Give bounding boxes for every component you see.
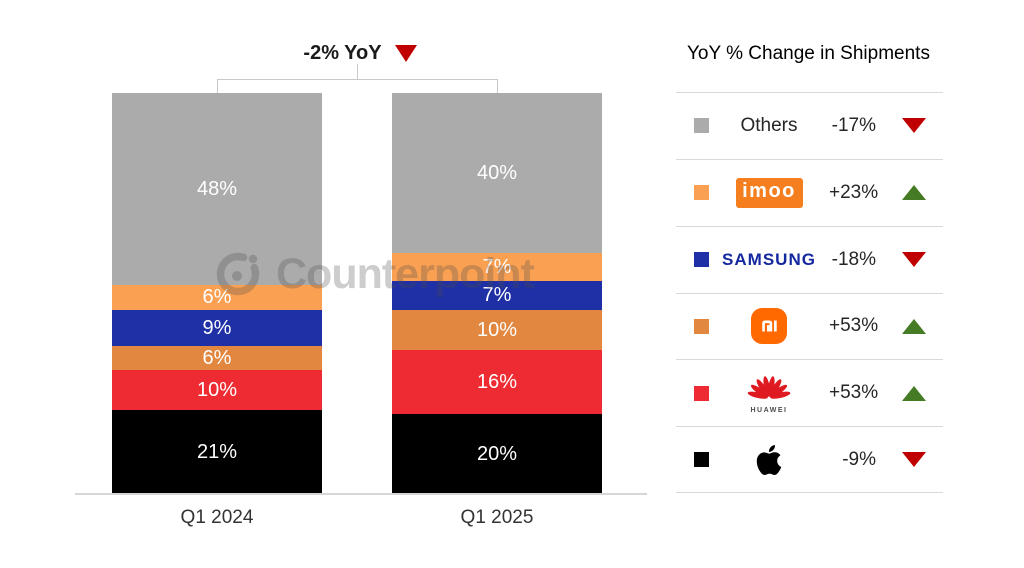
legend-swatch bbox=[694, 452, 709, 468]
legend-row-xiaomi: +53% bbox=[676, 292, 943, 360]
segment-value-label: 21% bbox=[196, 440, 238, 463]
stacked-bar-q1-2024: 48% 6% 9% 6% 10% 21% bbox=[112, 93, 322, 494]
total-yoy-label: -2% YoY bbox=[303, 41, 382, 64]
yoy-change-value: +53% bbox=[829, 315, 879, 337]
segment-imoo: 6% bbox=[112, 285, 322, 310]
total-yoy-annotation: -2% YoY bbox=[250, 40, 470, 66]
x-axis-line bbox=[75, 493, 647, 495]
bracket-line bbox=[217, 79, 218, 94]
segment-huawei: 10% bbox=[112, 369, 322, 410]
legend-swatch bbox=[694, 385, 709, 401]
segment-value-label: 48% bbox=[196, 178, 238, 201]
legend-panel: YoY % Change in Shipments Others -17% imoo… bbox=[676, 0, 943, 568]
stacked-bar-q1-2025: 40% 7% 7% 10% 16% 20% bbox=[392, 93, 602, 494]
segment-value-label: 10% bbox=[476, 318, 518, 341]
legend-row-samsung: SAMSUNG -18% bbox=[676, 225, 943, 293]
legend-swatch bbox=[694, 318, 709, 334]
legend-row-huawei: HUAWEI +53% bbox=[676, 359, 943, 426]
segment-value-label: 20% bbox=[476, 442, 518, 465]
down-triangle-icon bbox=[394, 44, 417, 62]
segment-value-label: 7% bbox=[482, 256, 512, 279]
segment-samsung: 9% bbox=[112, 309, 322, 346]
down-triangle-icon bbox=[902, 118, 926, 134]
segment-xiaomi: 6% bbox=[112, 345, 322, 370]
legend-rows: Others -17% imoo +23% SAMSUNG -18% +53% HUAWE… bbox=[676, 92, 943, 493]
imoo-logo: imoo bbox=[735, 177, 803, 208]
yoy-change-value: +53% bbox=[829, 382, 879, 404]
segment-imoo: 7% bbox=[392, 253, 602, 282]
yoy-change-value: -18% bbox=[831, 248, 876, 270]
samsung-logo: SAMSUNG bbox=[722, 249, 816, 269]
x-axis-label: Q1 2024 bbox=[180, 507, 254, 528]
legend-label-others: Others bbox=[740, 114, 798, 136]
legend-swatch bbox=[694, 252, 709, 268]
segment-others: 48% bbox=[112, 93, 322, 286]
legend-row-imoo: imoo +23% bbox=[676, 158, 943, 226]
segment-value-label: 7% bbox=[482, 284, 512, 307]
yoy-change-value: +23% bbox=[829, 181, 879, 203]
apple-logo bbox=[756, 444, 782, 475]
segment-value-label: 6% bbox=[202, 346, 232, 369]
legend-swatch bbox=[694, 118, 709, 134]
segment-value-label: 10% bbox=[196, 378, 238, 401]
segment-value-label: 40% bbox=[476, 162, 518, 185]
mi-logo bbox=[751, 308, 787, 345]
up-triangle-icon bbox=[902, 385, 926, 401]
segment-value-label: 16% bbox=[476, 370, 518, 393]
down-triangle-icon bbox=[902, 452, 926, 468]
up-triangle-icon bbox=[902, 318, 926, 334]
segment-apple: 20% bbox=[392, 413, 602, 494]
up-triangle-icon bbox=[902, 185, 926, 201]
yoy-change-value: -9% bbox=[842, 448, 876, 470]
x-axis-label: Q1 2025 bbox=[460, 507, 534, 528]
legend-row-apple: -9% bbox=[676, 426, 943, 493]
bracket-line bbox=[217, 79, 498, 80]
legend-row-others: Others -17% bbox=[676, 92, 943, 159]
segment-xiaomi: 10% bbox=[392, 309, 602, 350]
segment-value-label: 9% bbox=[202, 316, 232, 339]
bracket-line bbox=[357, 64, 358, 79]
segment-apple: 21% bbox=[112, 409, 322, 494]
bracket-line bbox=[497, 79, 498, 94]
legend-title: YoY % Change in Shipments bbox=[687, 43, 930, 64]
segment-huawei: 16% bbox=[392, 349, 602, 414]
segment-others: 40% bbox=[392, 93, 602, 254]
yoy-change-value: -17% bbox=[831, 114, 876, 136]
legend-swatch bbox=[694, 185, 709, 201]
down-triangle-icon bbox=[902, 252, 926, 268]
segment-value-label: 6% bbox=[202, 286, 232, 309]
segment-samsung: 7% bbox=[392, 281, 602, 310]
huawei-logo: HUAWEI bbox=[747, 373, 791, 414]
